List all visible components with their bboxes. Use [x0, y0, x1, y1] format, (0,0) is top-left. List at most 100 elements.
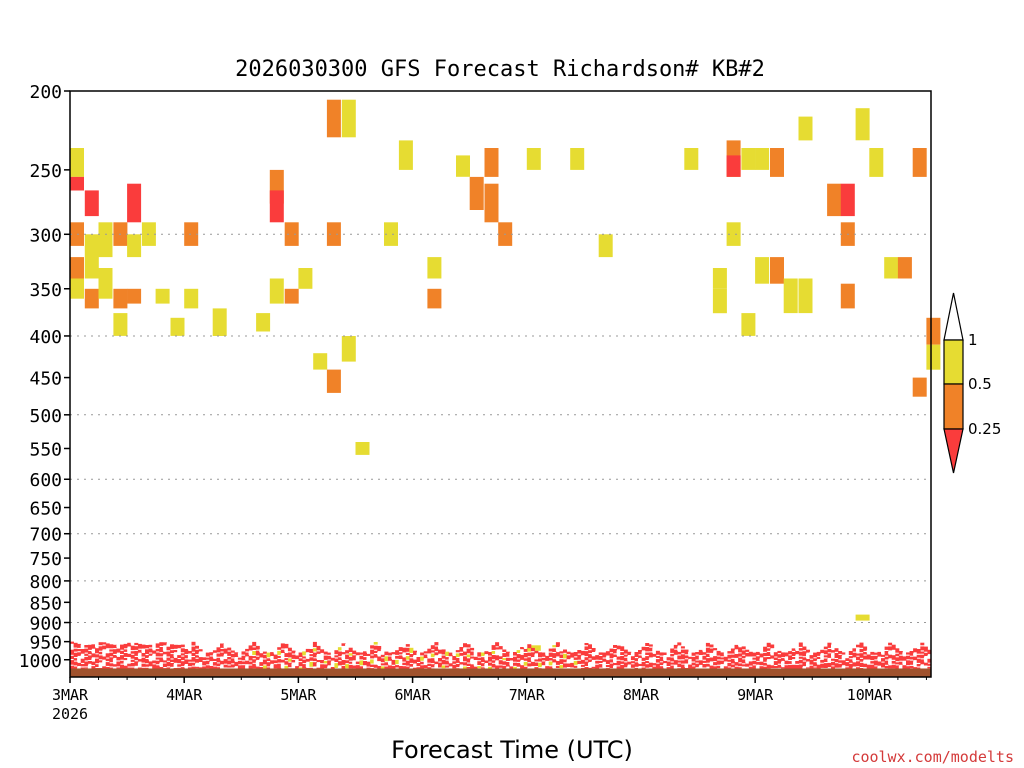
boundary-cell	[548, 661, 553, 666]
boundary-cell	[573, 652, 578, 657]
boundary-cell	[366, 667, 371, 669]
boundary-cell	[652, 653, 657, 657]
boundary-cell	[470, 659, 475, 664]
boundary-cell	[759, 666, 764, 669]
boundary-cell	[309, 654, 314, 657]
boundary-cell	[284, 658, 289, 661]
boundary-cell	[630, 661, 635, 664]
boundary-cell	[527, 663, 532, 667]
boundary-cell	[323, 664, 328, 669]
boundary-cell	[388, 652, 392, 656]
boundary-cell	[641, 661, 646, 667]
boundary-cell	[152, 654, 157, 660]
boundary-cell	[170, 667, 174, 669]
boundary-cell	[316, 651, 321, 654]
boundary-cell	[159, 653, 164, 657]
credit-text: coolwx.com/modelts	[851, 748, 1014, 766]
boundary-cell	[398, 655, 403, 659]
boundary-cell	[141, 649, 146, 652]
boundary-cell	[638, 667, 642, 669]
boundary-cell	[305, 648, 310, 653]
boundary-cell	[127, 647, 132, 653]
boundary-cell	[166, 643, 171, 646]
boundary-cell	[470, 656, 475, 659]
boundary-cell	[788, 651, 793, 655]
boundary-cell	[648, 662, 653, 668]
boundary-cell	[438, 654, 442, 657]
boundary-cell	[584, 651, 589, 657]
boundary-cell	[523, 658, 528, 661]
boundary-cell	[355, 656, 360, 661]
boundary-cell	[348, 647, 353, 653]
boundary-cell	[609, 653, 614, 659]
boundary-cell	[130, 667, 135, 669]
boundary-cell	[534, 659, 539, 662]
boundary-cell	[295, 652, 300, 655]
ground-band	[70, 668, 931, 677]
boundary-cell	[613, 654, 617, 657]
boundary-cell	[266, 667, 271, 669]
boundary-cell	[895, 665, 900, 669]
boundary-cell	[852, 648, 857, 652]
boundary-cell	[152, 660, 157, 664]
heatmap-cell	[770, 257, 784, 284]
y-tick-label: 550	[29, 439, 62, 460]
boundary-cell	[527, 652, 532, 657]
boundary-cell	[109, 644, 114, 649]
boundary-cell	[102, 645, 107, 650]
heatmap-cell	[326, 99, 341, 138]
boundary-cell	[455, 658, 460, 663]
boundary-cell	[105, 649, 110, 653]
boundary-cell	[312, 652, 317, 658]
boundary-cell	[502, 653, 507, 657]
boundary-cell	[605, 651, 610, 656]
boundary-cell	[248, 661, 253, 665]
boundary-cell	[320, 664, 325, 669]
boundary-cell	[755, 656, 760, 661]
boundary-cell	[666, 667, 671, 669]
boundary-cell	[884, 665, 889, 669]
boundary-cell	[141, 653, 146, 657]
boundary-cell	[738, 663, 743, 667]
boundary-cell	[645, 656, 650, 660]
boundary-cell	[591, 648, 596, 652]
boundary-cell	[770, 655, 775, 659]
heatmap-cell	[926, 317, 941, 345]
boundary-cell	[748, 657, 753, 661]
boundary-cell	[334, 655, 339, 658]
boundary-cell	[538, 652, 542, 658]
boundary-cell	[323, 655, 328, 660]
boundary-cell	[395, 655, 400, 659]
boundary-cell	[84, 667, 89, 669]
boundary-cell	[255, 645, 260, 650]
boundary-cell	[580, 646, 585, 650]
boundary-cell	[720, 652, 725, 657]
boundary-cell	[252, 641, 257, 647]
boundary-cell	[920, 665, 925, 669]
boundary-cell	[770, 649, 775, 655]
boundary-cell	[205, 657, 210, 660]
boundary-cell	[220, 652, 224, 657]
boundary-cell	[798, 648, 803, 651]
boundary-cell	[520, 665, 525, 669]
boundary-cell	[898, 665, 903, 669]
boundary-cell	[630, 656, 635, 661]
boundary-cell	[259, 658, 264, 662]
boundary-cell	[923, 646, 928, 652]
boundary-cell	[95, 658, 99, 664]
boundary-cell	[580, 659, 585, 664]
boundary-cell	[752, 652, 757, 657]
boundary-cell	[441, 665, 446, 669]
boundary-cell	[298, 658, 303, 662]
boundary-cell	[466, 667, 471, 669]
boundary-cell	[923, 666, 928, 669]
boundary-cell	[159, 667, 164, 669]
boundary-cell	[820, 649, 825, 654]
boundary-cell	[655, 663, 660, 669]
boundary-cell	[80, 664, 85, 667]
boundary-cell	[145, 649, 149, 654]
boundary-cell	[73, 658, 78, 661]
boundary-cell	[112, 655, 117, 658]
boundary-cell	[98, 663, 103, 667]
boundary-cell	[162, 642, 167, 646]
